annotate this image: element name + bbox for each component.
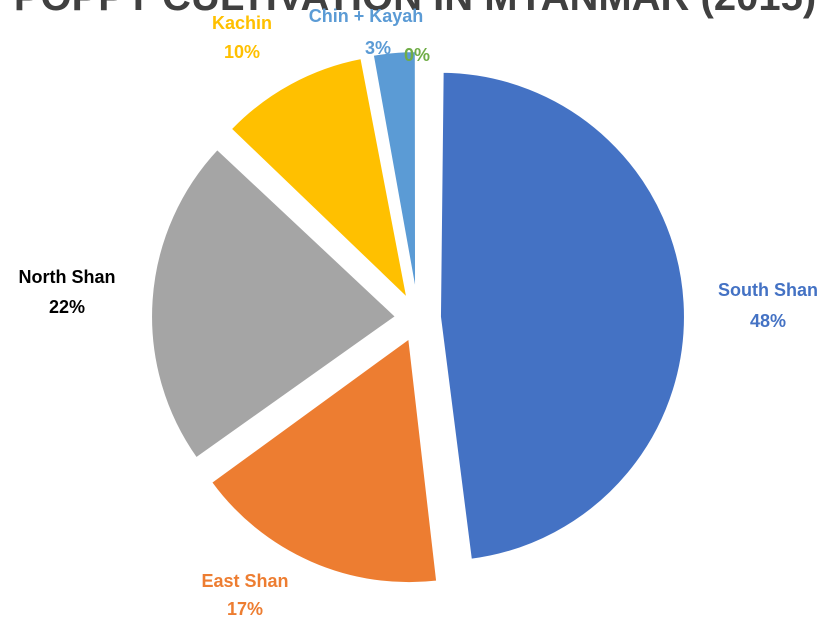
label-zero-pct: 0% [404,45,430,65]
label-north-shan-pct: 22% [49,297,85,317]
label-kachin-name: Kachin [212,13,272,33]
label-chin-kayah-name: Chin + Kayah [309,6,424,26]
slice-south-shan [438,70,686,561]
chart-title: POPPY CULTIVATION IN MYANMAR (2015) [14,0,816,19]
slice-north-shan [150,147,398,460]
slice-east-shan [209,336,439,585]
label-chin-kayah-pct: 3% [365,38,391,58]
label-south-shan-pct: 48% [750,311,786,331]
label-kachin-pct: 10% [224,42,260,62]
label-south-shan-name: South Shan [718,280,818,300]
label-east-shan-pct: 17% [227,599,263,619]
slice-kachin [229,56,410,302]
label-north-shan-name: North Shan [19,267,116,287]
slice-chin-kayah [371,50,418,297]
label-east-shan-name: East Shan [201,571,288,591]
